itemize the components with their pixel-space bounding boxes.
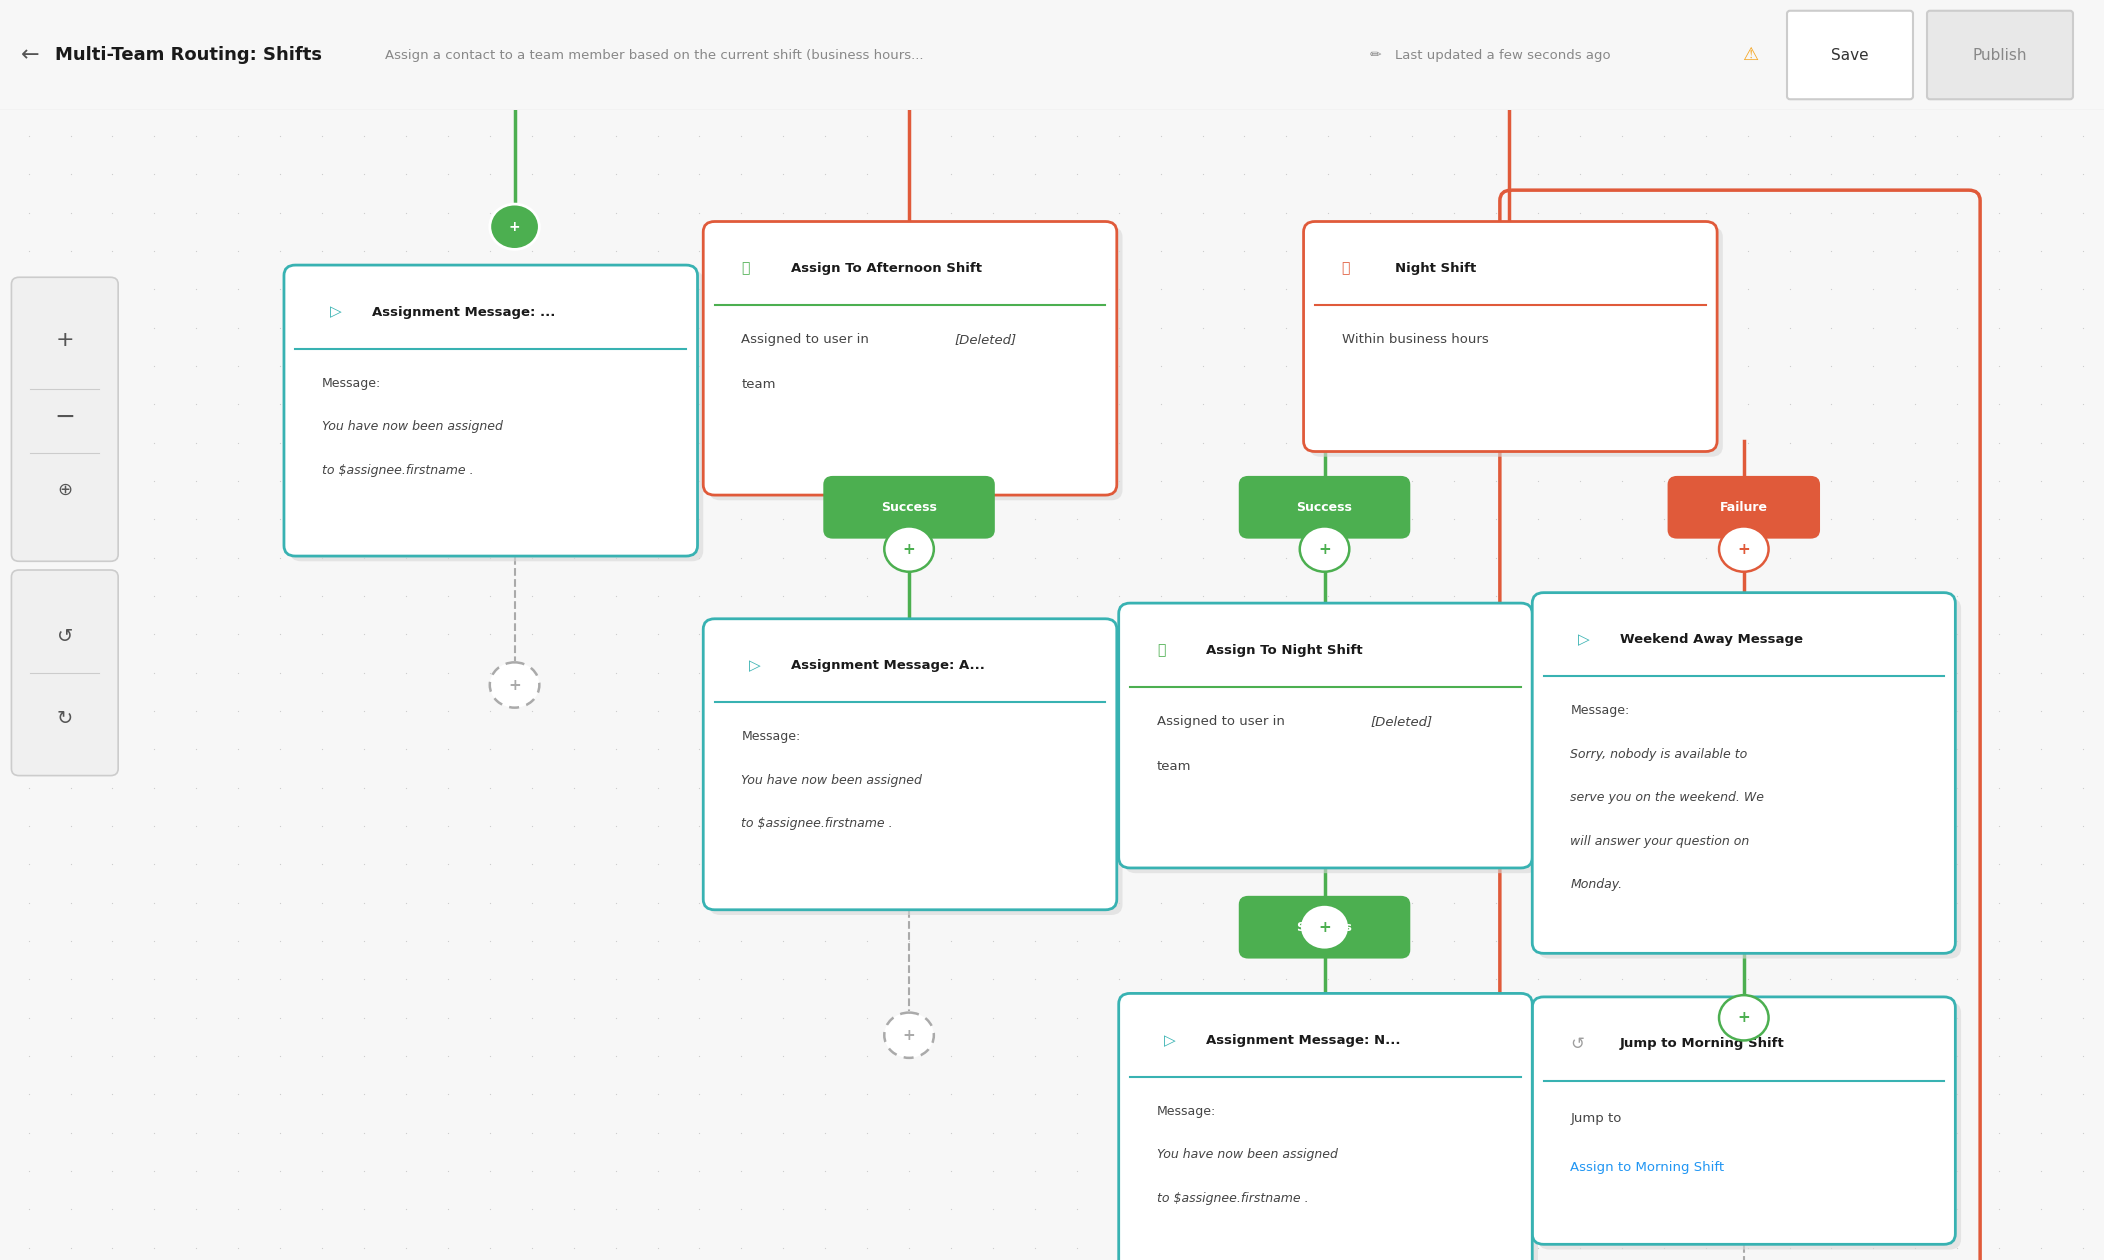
Text: +: + — [509, 219, 520, 234]
Circle shape — [884, 527, 934, 572]
Text: +: + — [903, 1028, 915, 1043]
Text: Assign to Morning Shift: Assign to Morning Shift — [1570, 1160, 1725, 1173]
Text: +: + — [1317, 920, 1332, 935]
Text: Within business hours: Within business hours — [1342, 333, 1488, 347]
Text: 👥: 👥 — [741, 262, 749, 276]
Text: +: + — [1738, 1011, 1751, 1026]
Text: Weekend Away Message: Weekend Away Message — [1620, 634, 1803, 646]
Text: ✏: ✏ — [1370, 48, 1382, 62]
FancyBboxPatch shape — [290, 271, 703, 561]
Text: +: + — [903, 542, 915, 557]
FancyBboxPatch shape — [709, 227, 1124, 500]
Text: ▷: ▷ — [330, 305, 341, 320]
Text: to $assignee.firstname .: to $assignee.firstname . — [1157, 1192, 1309, 1205]
FancyBboxPatch shape — [1239, 476, 1410, 538]
Text: ↻: ↻ — [57, 708, 74, 727]
Text: team: team — [1157, 760, 1191, 772]
FancyBboxPatch shape — [1119, 993, 1532, 1260]
Text: Night Shift: Night Shift — [1395, 262, 1477, 275]
FancyBboxPatch shape — [1124, 999, 1538, 1260]
Text: team: team — [741, 378, 776, 392]
FancyBboxPatch shape — [823, 476, 995, 538]
Text: Publish: Publish — [1974, 48, 2028, 63]
Text: Multi-Team Routing: Shifts: Multi-Team Routing: Shifts — [55, 47, 322, 64]
Text: to $assignee.firstname .: to $assignee.firstname . — [741, 818, 892, 830]
Circle shape — [1719, 995, 1769, 1041]
Text: ▷: ▷ — [1164, 1033, 1176, 1048]
Text: Message:: Message: — [741, 731, 802, 743]
Text: Message:: Message: — [322, 377, 381, 389]
Text: Assignment Message: A...: Assignment Message: A... — [791, 659, 985, 673]
FancyBboxPatch shape — [1532, 592, 1955, 954]
Text: Failure: Failure — [1719, 500, 1767, 514]
FancyBboxPatch shape — [11, 277, 118, 561]
FancyBboxPatch shape — [1786, 11, 1913, 100]
Text: will answer your question on: will answer your question on — [1570, 835, 1751, 848]
Text: ↺: ↺ — [1570, 1034, 1584, 1053]
Circle shape — [490, 663, 539, 708]
Text: Monday.: Monday. — [1570, 878, 1622, 891]
Text: +: + — [1317, 542, 1332, 557]
FancyBboxPatch shape — [709, 624, 1124, 915]
Text: Save: Save — [1830, 48, 1868, 63]
FancyBboxPatch shape — [1239, 896, 1410, 959]
Text: [Deleted]: [Deleted] — [1370, 714, 1433, 727]
Text: Assigned to user in: Assigned to user in — [1157, 714, 1290, 727]
Text: Jump to Morning Shift: Jump to Morning Shift — [1620, 1037, 1784, 1051]
FancyBboxPatch shape — [1538, 1002, 1961, 1250]
Text: Message:: Message: — [1157, 1105, 1216, 1118]
Text: Success: Success — [1296, 500, 1353, 514]
FancyBboxPatch shape — [703, 222, 1117, 495]
Text: 🗓: 🗓 — [1342, 262, 1351, 276]
Text: ▷: ▷ — [1578, 633, 1591, 648]
Text: Assignment Message: ...: Assignment Message: ... — [372, 306, 555, 319]
FancyBboxPatch shape — [1304, 222, 1717, 451]
Circle shape — [1300, 527, 1349, 572]
FancyBboxPatch shape — [703, 619, 1117, 910]
Text: ▷: ▷ — [749, 658, 762, 673]
Circle shape — [1719, 527, 1769, 572]
Text: Assign To Night Shift: Assign To Night Shift — [1206, 644, 1363, 656]
Text: +: + — [55, 330, 74, 350]
FancyBboxPatch shape — [1668, 476, 1820, 538]
Text: serve you on the weekend. We: serve you on the weekend. We — [1570, 791, 1765, 804]
Text: Jump to: Jump to — [1570, 1111, 1622, 1125]
Text: +: + — [509, 678, 522, 693]
Text: 👥: 👥 — [1157, 643, 1166, 658]
FancyBboxPatch shape — [1309, 227, 1723, 456]
Text: Assigned to user in: Assigned to user in — [741, 333, 873, 347]
Text: +: + — [1738, 542, 1751, 557]
Text: Success: Success — [882, 500, 936, 514]
Text: Message:: Message: — [1570, 704, 1631, 717]
Text: Assign To Afternoon Shift: Assign To Afternoon Shift — [791, 262, 983, 275]
Circle shape — [490, 204, 539, 249]
Circle shape — [1300, 905, 1349, 950]
FancyBboxPatch shape — [284, 265, 699, 556]
Text: ⊕: ⊕ — [57, 481, 72, 499]
FancyBboxPatch shape — [0, 0, 2104, 110]
Text: Success: Success — [1296, 921, 1353, 934]
Text: You have now been assigned: You have now been assigned — [1157, 1148, 1338, 1162]
Text: −: − — [55, 404, 76, 428]
Text: You have now been assigned: You have now been assigned — [741, 774, 922, 786]
Circle shape — [884, 1013, 934, 1058]
FancyBboxPatch shape — [1119, 604, 1532, 868]
Text: ←: ← — [21, 45, 40, 66]
FancyBboxPatch shape — [1532, 997, 1955, 1245]
Text: ⚠: ⚠ — [1742, 47, 1759, 64]
Text: Assign a contact to a team member based on the current shift (business hours...: Assign a contact to a team member based … — [385, 48, 924, 62]
Text: Sorry, nobody is available to: Sorry, nobody is available to — [1570, 747, 1748, 761]
Text: to $assignee.firstname .: to $assignee.firstname . — [322, 464, 473, 476]
Text: You have now been assigned: You have now been assigned — [322, 420, 503, 433]
FancyBboxPatch shape — [1538, 598, 1961, 959]
FancyBboxPatch shape — [1124, 609, 1538, 873]
Text: Assignment Message: N...: Assignment Message: N... — [1206, 1034, 1401, 1047]
Text: Last updated a few seconds ago: Last updated a few seconds ago — [1395, 48, 1612, 62]
FancyBboxPatch shape — [11, 570, 118, 776]
FancyBboxPatch shape — [1927, 11, 2072, 100]
Text: [Deleted]: [Deleted] — [955, 333, 1016, 347]
Text: ↺: ↺ — [57, 626, 74, 645]
